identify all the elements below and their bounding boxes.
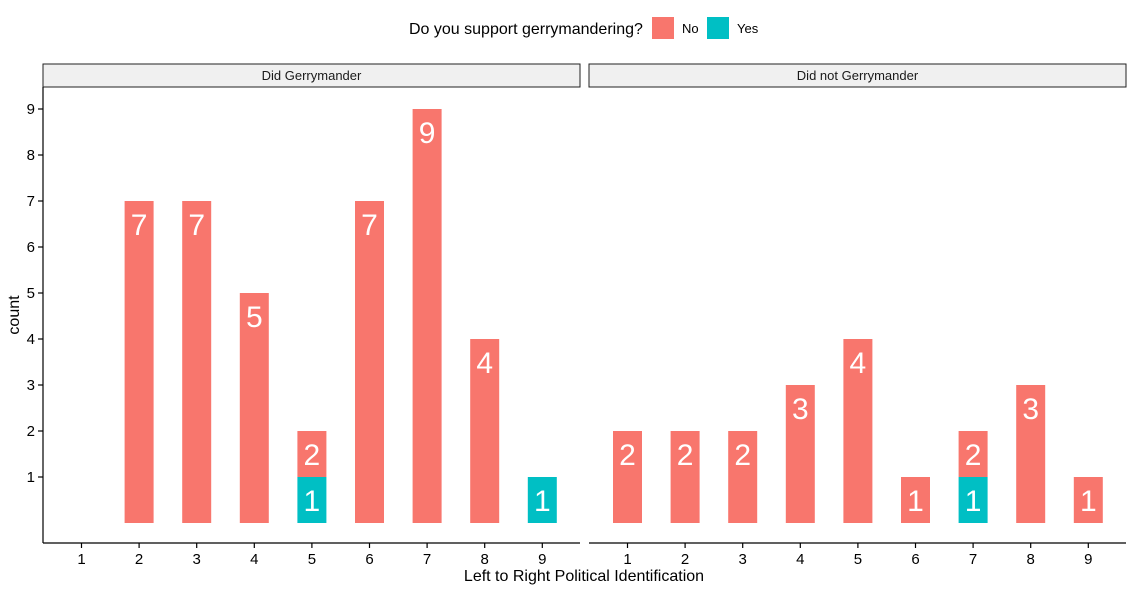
x-axis-ticks-panel-1: 1 2 3 4 5 6 7 8 9 (77, 543, 546, 568)
bar-labels-did-not-gerrymander: 2 2 2 3 4 1 2 1 3 1 (619, 347, 1096, 518)
strip-did-gerrymander (42, 63, 581, 88)
legend-label-no: No (682, 21, 699, 36)
y-tick-label: 2 (27, 423, 35, 440)
x-tick-label: 3 (739, 551, 747, 568)
strip-did-not-gerrymander (588, 63, 1127, 88)
bar-value-label: 1 (907, 485, 924, 518)
axes: 1 2 3 4 5 6 7 8 9 1 2 3 4 5 6 7 8 9 1 2 3 4 5 6 7 8 9 Left to Ri… (6, 87, 1126, 585)
bar-value-label: 1 (965, 485, 982, 518)
legend-swatch-no (652, 17, 674, 39)
x-tick-label: 9 (1084, 551, 1092, 568)
bar-yes (297, 477, 327, 523)
x-tick-label: 1 (77, 551, 85, 568)
x-tick-label: 4 (796, 551, 804, 568)
strip-label-did-not-gerrymander: Did not Gerrymander (797, 68, 919, 83)
bar-no (239, 293, 269, 523)
bar-yes (958, 477, 988, 523)
bar-value-label: 1 (1080, 485, 1097, 518)
x-tick-label: 8 (1027, 551, 1035, 568)
bar-value-label: 4 (476, 347, 493, 380)
bar-value-label: 1 (304, 485, 321, 518)
x-tick-label: 3 (193, 551, 201, 568)
bar-no (412, 109, 442, 523)
bar-no (785, 385, 815, 523)
x-tick-label: 4 (250, 551, 258, 568)
x-tick-label: 1 (623, 551, 631, 568)
panel-did-gerrymander: Did Gerrymander 7 7 5 2 1 7 9 4 1 (42, 63, 581, 523)
bar-value-label: 3 (1022, 393, 1039, 426)
bars-did-gerrymander (124, 109, 557, 523)
bar-no (297, 431, 327, 477)
bar-value-label: 7 (361, 209, 378, 242)
x-tick-label: 7 (969, 551, 977, 568)
x-axis-ticks-panel-2: 1 2 3 4 5 6 7 8 9 (623, 543, 1092, 568)
x-tick-label: 5 (308, 551, 316, 568)
panel-did-not-gerrymander: Did not Gerrymander 2 2 2 3 4 1 2 1 3 1 (588, 63, 1127, 523)
bar-value-label: 7 (188, 209, 205, 242)
y-tick-label: 8 (27, 147, 35, 164)
legend-label-yes: Yes (737, 21, 759, 36)
bar-no (355, 201, 384, 523)
bar-value-label: 4 (850, 347, 867, 380)
y-tick-label: 1 (27, 469, 35, 486)
y-tick-label: 5 (27, 285, 35, 302)
bar-value-label: 3 (792, 393, 809, 426)
bar-no (958, 431, 988, 477)
y-tick-label: 4 (27, 331, 35, 348)
bar-value-label: 7 (131, 209, 148, 242)
x-tick-label: 7 (423, 551, 431, 568)
strip-label-did-gerrymander: Did Gerrymander (262, 68, 362, 83)
bar-no (728, 431, 758, 523)
bar-value-label: 1 (534, 485, 551, 518)
bar-no (613, 431, 642, 523)
bar-no (182, 201, 212, 523)
x-tick-label: 9 (538, 551, 546, 568)
bar-value-label: 2 (734, 439, 751, 472)
x-tick-label: 2 (681, 551, 689, 568)
x-tick-label: 5 (854, 551, 862, 568)
legend: Do you support gerrymandering? No Yes (409, 17, 759, 39)
bar-no (470, 339, 500, 523)
bar-value-label: 5 (246, 301, 263, 334)
bar-value-label: 9 (419, 117, 436, 150)
legend-swatch-yes (707, 17, 729, 39)
bars-did-not-gerrymander (613, 339, 1103, 523)
bar-no (124, 201, 154, 523)
y-axis-title: count (6, 295, 23, 335)
bar-value-label: 2 (619, 439, 636, 472)
y-tick-label: 3 (27, 377, 35, 394)
x-tick-label: 6 (911, 551, 919, 568)
bar-value-label: 2 (304, 439, 321, 472)
bar-labels-did-gerrymander: 7 7 5 2 1 7 9 4 1 (131, 117, 551, 518)
bar-no (670, 431, 700, 523)
x-tick-label: 2 (135, 551, 143, 568)
y-axis-ticks: 1 2 3 4 5 6 7 8 9 (27, 101, 43, 486)
y-tick-label: 9 (27, 101, 35, 118)
x-tick-label: 6 (365, 551, 373, 568)
bar-yes (527, 477, 557, 523)
bar-no (1073, 477, 1103, 523)
bar-no (1016, 385, 1046, 523)
x-axis-title: Left to Right Political Identification (464, 568, 704, 585)
y-tick-label: 7 (27, 193, 35, 210)
y-tick-label: 6 (27, 239, 35, 256)
bar-no (843, 339, 873, 523)
bar-value-label: 2 (965, 439, 982, 472)
bar-no (901, 477, 930, 523)
legend-title: Do you support gerrymandering? (409, 21, 643, 38)
x-tick-label: 8 (481, 551, 489, 568)
bar-value-label: 2 (677, 439, 694, 472)
